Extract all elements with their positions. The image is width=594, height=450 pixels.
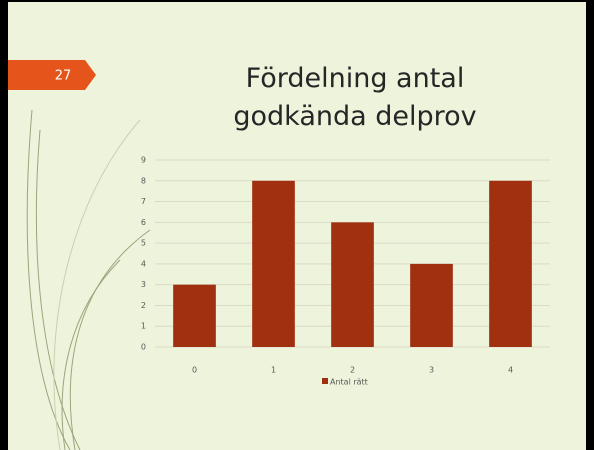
bar: [173, 284, 216, 347]
y-tick-label: 3: [141, 280, 146, 289]
x-tick-label: 0: [192, 366, 197, 375]
legend-label: Antal rätt: [330, 378, 368, 387]
y-tick-label: 8: [141, 176, 146, 185]
x-tick-label: 2: [350, 366, 355, 375]
legend-swatch: [322, 378, 328, 384]
slide-number-badge: [8, 60, 96, 90]
bar: [410, 263, 453, 347]
bar: [489, 180, 532, 347]
y-tick-label: 7: [141, 197, 146, 206]
y-tick-label: 0: [141, 343, 146, 352]
y-tick-label: 1: [141, 322, 146, 331]
y-tick-label: 5: [141, 239, 146, 248]
x-tick-label: 4: [508, 366, 513, 375]
y-tick-label: 6: [141, 218, 146, 227]
y-tick-label: 4: [141, 259, 146, 268]
slide-title: Fördelning antal godkända delprov: [233, 63, 477, 132]
bar: [331, 222, 374, 347]
y-tick-label: 2: [141, 301, 146, 310]
decoration: [26, 109, 151, 450]
slide-number: 27: [55, 69, 72, 84]
x-tick-label: 3: [429, 366, 434, 375]
x-tick-label: 1: [271, 366, 276, 375]
y-tick-label: 9: [141, 156, 146, 165]
bar: [252, 180, 295, 347]
